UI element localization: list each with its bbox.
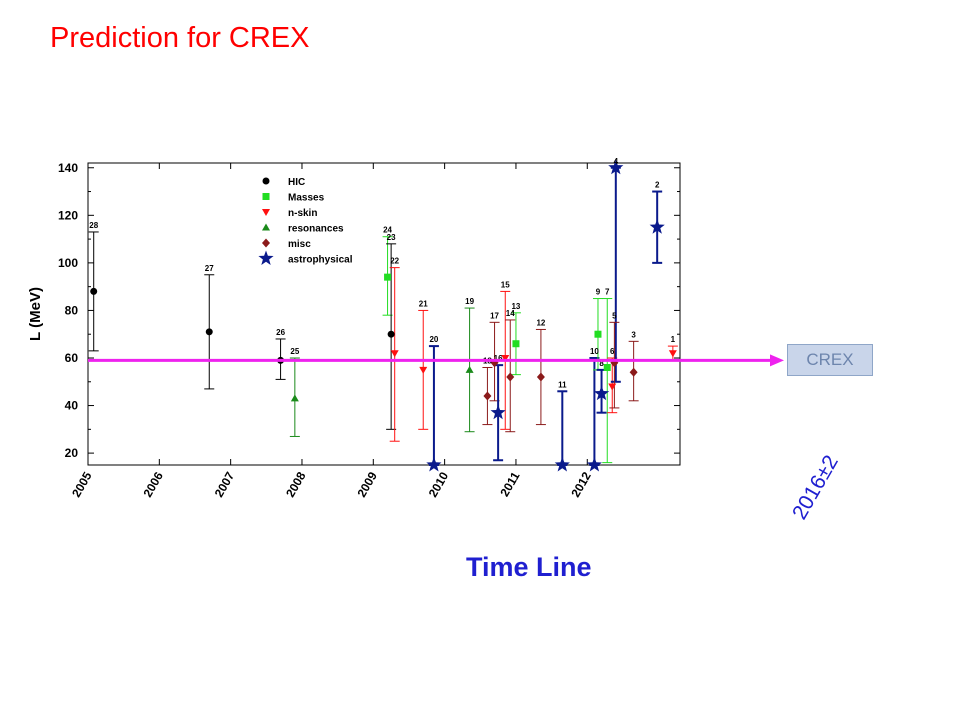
x-tick-label: 2006 bbox=[140, 469, 166, 499]
point-label: 12 bbox=[536, 318, 545, 327]
hic-point bbox=[90, 287, 98, 295]
y-tick-label: 140 bbox=[58, 161, 78, 175]
masses-point bbox=[384, 273, 392, 281]
point-label: 11 bbox=[558, 380, 567, 389]
misc-point bbox=[262, 238, 270, 248]
point-label: 23 bbox=[387, 233, 396, 242]
x-tick-label: 2011 bbox=[497, 469, 522, 499]
point-label: 22 bbox=[390, 257, 399, 266]
hic-point bbox=[205, 328, 213, 336]
astrophysical-point bbox=[554, 457, 570, 472]
point-label: 25 bbox=[290, 347, 299, 356]
n-skin-point bbox=[501, 354, 510, 362]
crex-box-label: CREX bbox=[787, 344, 873, 376]
point-label: 26 bbox=[276, 328, 285, 337]
legend-entry-label: Masses bbox=[288, 193, 325, 204]
resonance-point bbox=[465, 365, 474, 373]
y-axis-label: L (MeV) bbox=[27, 287, 44, 341]
masses-point bbox=[512, 340, 520, 348]
astrophysical-point bbox=[258, 250, 274, 265]
crex-arrow-head bbox=[770, 354, 784, 367]
point-label: 21 bbox=[419, 299, 428, 308]
astrophysical-point bbox=[426, 457, 442, 472]
n-skin-point bbox=[390, 350, 399, 358]
timeline-title: Time Line bbox=[466, 552, 592, 582]
n-skin-point bbox=[262, 209, 270, 216]
misc-point bbox=[536, 372, 545, 382]
resonance-point bbox=[290, 394, 299, 402]
y-tick-label: 100 bbox=[58, 256, 78, 270]
masses-point bbox=[603, 364, 611, 372]
masses-point bbox=[262, 193, 270, 200]
y-tick-label: 60 bbox=[65, 351, 79, 365]
plot-frame bbox=[87, 162, 681, 466]
legend-entry-label: astrophysical bbox=[288, 255, 353, 266]
x-tick-label: 2007 bbox=[212, 469, 238, 499]
point-label: 13 bbox=[511, 302, 520, 311]
point-label: 15 bbox=[501, 280, 510, 289]
n-skin-point bbox=[668, 350, 677, 358]
y-tick-label: 20 bbox=[65, 446, 79, 460]
slide-title: Prediction for CREX bbox=[50, 22, 310, 54]
astrophysical-point bbox=[586, 457, 602, 472]
error-bars bbox=[88, 166, 678, 466]
point-label: 1 bbox=[671, 335, 676, 344]
hic-point bbox=[387, 330, 395, 338]
y-tick-label: 120 bbox=[58, 208, 78, 222]
point-label: 20 bbox=[429, 335, 438, 344]
legend-entry-label: n-skin bbox=[288, 208, 317, 219]
point-label: 2 bbox=[655, 181, 660, 190]
point-label: 8 bbox=[599, 359, 604, 368]
point-label: 6 bbox=[610, 347, 615, 356]
x-tick-label: 2005 bbox=[69, 469, 95, 499]
legend-entry-label: resonances bbox=[288, 224, 344, 235]
point-label: 10 bbox=[590, 347, 599, 356]
legend-entry-label: HIC bbox=[288, 177, 305, 188]
y-tick-label: 80 bbox=[65, 303, 79, 317]
astrophysical-point bbox=[649, 219, 665, 234]
masses-point bbox=[594, 330, 602, 338]
x-tick-label: 2012 bbox=[568, 469, 594, 499]
resonance-point bbox=[262, 223, 270, 231]
n-skin-point bbox=[419, 366, 428, 374]
point-label: 5 bbox=[612, 311, 617, 320]
point-label: 9 bbox=[596, 288, 601, 297]
point-label: 19 bbox=[465, 297, 474, 306]
y-tick-label: 40 bbox=[65, 399, 79, 413]
legend-entry-label: misc bbox=[288, 239, 311, 250]
n-skin-point bbox=[608, 383, 617, 391]
point-label: 7 bbox=[605, 288, 610, 297]
x-tick-label: 2009 bbox=[354, 469, 380, 499]
point-label: 3 bbox=[631, 330, 636, 339]
crex-line-group bbox=[88, 354, 784, 367]
point-label: 27 bbox=[205, 264, 214, 273]
x-tick-label: 2010 bbox=[426, 469, 452, 499]
point-label: 14 bbox=[506, 309, 515, 318]
misc-point bbox=[506, 372, 515, 382]
point-label: 24 bbox=[383, 226, 392, 235]
point-label: 4 bbox=[614, 157, 619, 166]
point-label: 16 bbox=[494, 354, 503, 363]
hic-point bbox=[262, 177, 270, 185]
chart-legend: HIC Masses n-skin resonances misc astrophysic… bbox=[258, 177, 353, 266]
misc-point bbox=[483, 391, 492, 401]
x-tick-label: 2008 bbox=[283, 469, 309, 499]
astrophysical-point bbox=[490, 404, 506, 420]
astrophysical-point bbox=[608, 159, 624, 175]
data-points bbox=[90, 159, 677, 472]
point-label: 28 bbox=[89, 221, 98, 230]
misc-point bbox=[629, 367, 638, 377]
point-label: 17 bbox=[490, 311, 499, 320]
astrophysical-point bbox=[593, 385, 610, 401]
point-labels: 2827262524232221201918171615141312111098… bbox=[89, 157, 675, 390]
